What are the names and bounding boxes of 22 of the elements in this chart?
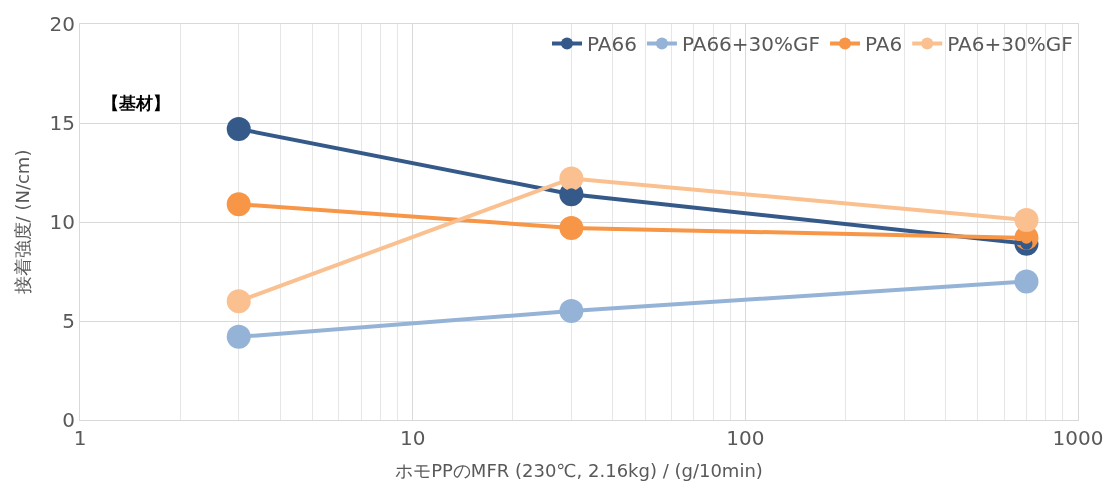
legend-label: PA6 bbox=[865, 32, 903, 57]
point bbox=[1014, 269, 1039, 294]
y-tick-label: 20 bbox=[49, 12, 75, 36]
x-tick-label: 100 bbox=[726, 426, 765, 450]
annotation: 【基材】 bbox=[102, 93, 170, 113]
y-tick-label: 0 bbox=[62, 408, 75, 432]
point bbox=[1014, 208, 1039, 233]
legend-label: PA6+30%GF bbox=[947, 32, 1073, 57]
legend-label: PA66+30%GF bbox=[681, 32, 821, 57]
y-axis-title: 接着強度/ (N/cm) bbox=[11, 149, 33, 295]
y-tick-label: 15 bbox=[49, 111, 75, 135]
point bbox=[226, 289, 251, 314]
x-axis-title: ホモPPのMFR (230℃, 2.16kg) / (g/10min) bbox=[395, 460, 763, 482]
x-tick-label: 1 bbox=[73, 426, 87, 450]
x-tick-label: 10 bbox=[399, 426, 426, 450]
point bbox=[226, 324, 251, 349]
y-tick-label: 5 bbox=[62, 309, 75, 333]
x-tick-label: 1000 bbox=[1052, 426, 1104, 450]
point bbox=[226, 192, 251, 217]
y-tick-label: 10 bbox=[49, 210, 75, 234]
legend-label: PA66 bbox=[587, 32, 637, 57]
point bbox=[226, 116, 251, 141]
